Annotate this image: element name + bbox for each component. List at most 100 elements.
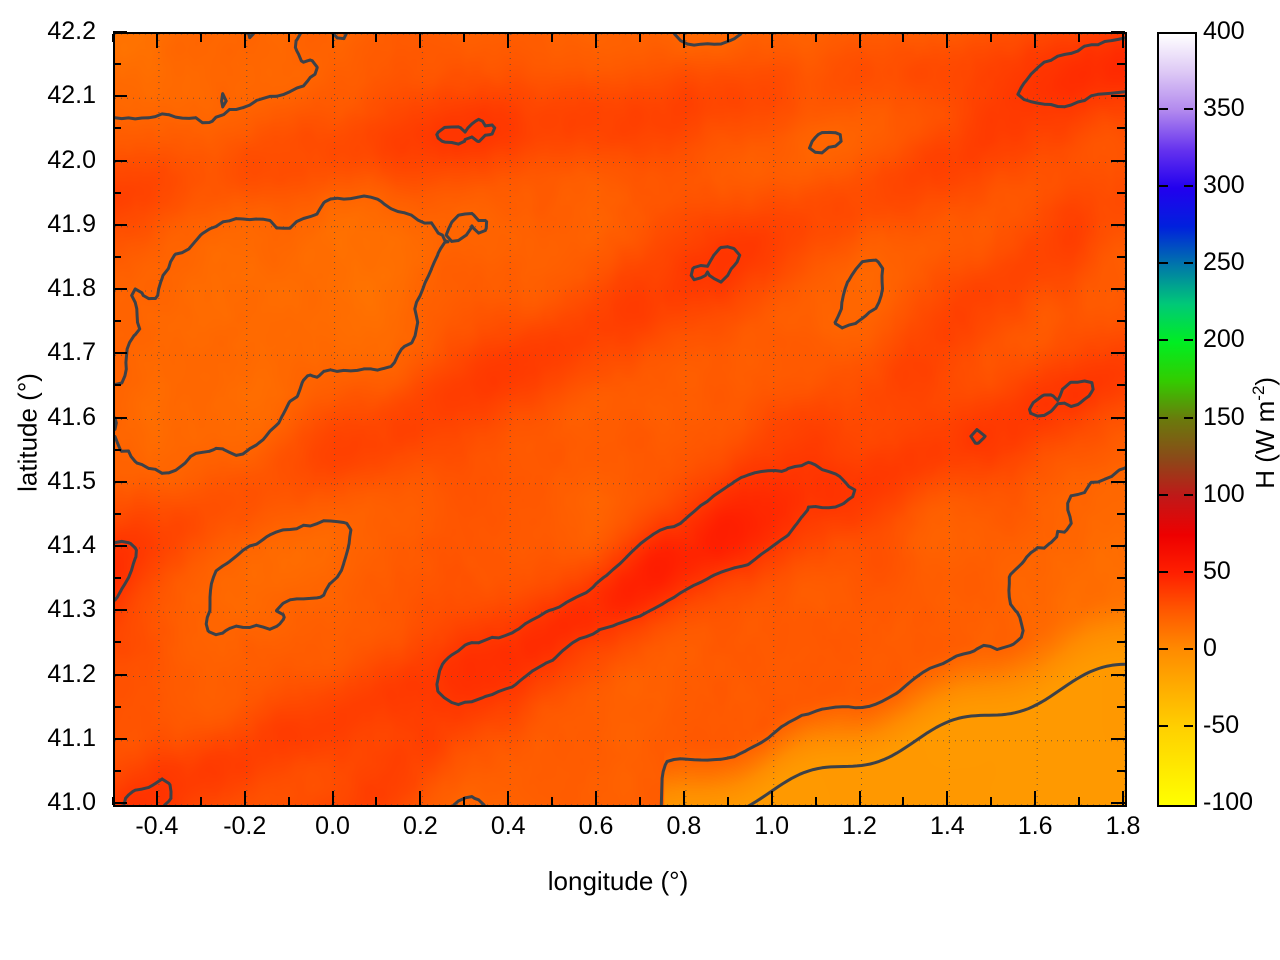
y-axis-tick — [1117, 320, 1125, 323]
colorbar-tick — [1159, 416, 1168, 419]
y-axis-tick — [1117, 191, 1125, 194]
x-axis-tick-label: 1.0 — [754, 812, 790, 840]
x-axis-tick — [595, 791, 598, 805]
colorbar-tick — [1159, 108, 1168, 111]
x-axis-tick — [1078, 797, 1081, 805]
y-axis-tick — [1111, 352, 1125, 355]
x-axis-tick — [638, 34, 641, 42]
x-axis-tick — [1078, 34, 1081, 42]
colorbar-tick-label: -50 — [1203, 710, 1240, 739]
y-axis-tick-label: 41.5 — [47, 466, 96, 495]
colorbar-tick — [1159, 570, 1168, 573]
y-axis-tick — [113, 545, 127, 547]
x-axis-tick — [1122, 34, 1124, 48]
x-axis-tick — [551, 797, 554, 805]
colorbar-tick — [1184, 416, 1193, 419]
colorbar-tick-label: 100 — [1203, 479, 1245, 508]
x-axis-tick — [814, 34, 817, 42]
y-axis-tick-label: 41.2 — [47, 659, 96, 688]
x-axis-tick-label: -0.2 — [223, 812, 267, 840]
x-axis-tick — [638, 797, 641, 805]
y-axis-title: latitude (°) — [12, 373, 43, 492]
y-axis-tick — [113, 802, 127, 804]
plot-area[interactable] — [113, 32, 1127, 807]
colorbar-tick-label: 0 — [1203, 633, 1217, 662]
y-axis-tick — [113, 448, 121, 451]
x-axis-tick-label: 0.6 — [578, 812, 614, 840]
x-axis-tick — [990, 797, 993, 805]
colorbar-title: H (W m-2) — [1249, 303, 1280, 563]
x-axis-tick — [507, 791, 510, 805]
colorbar-tick-label: 200 — [1203, 325, 1245, 354]
y-axis-tick — [113, 320, 121, 323]
colorbar-gradient — [1159, 34, 1195, 805]
x-axis-tick — [375, 797, 378, 805]
x-axis-tick — [112, 797, 114, 805]
x-axis-tick — [419, 34, 422, 48]
x-axis-tick-label: 0.8 — [666, 812, 702, 840]
coastline-contour — [747, 662, 1125, 805]
y-axis-tick — [113, 737, 127, 740]
colorbar-tick — [1159, 339, 1168, 342]
y-axis-tick — [113, 255, 121, 258]
x-axis-tick — [243, 791, 246, 805]
y-axis-tick — [1111, 95, 1125, 98]
colorbar-tick-label: 150 — [1203, 402, 1245, 431]
y-axis-tick — [1111, 223, 1125, 226]
colorbar-tick-label: 250 — [1203, 248, 1245, 277]
x-axis-tick — [155, 34, 158, 48]
y-axis-tick — [1117, 255, 1125, 258]
x-axis-tick — [1122, 791, 1124, 805]
colorbar-tick-label: 400 — [1203, 17, 1245, 45]
y-axis-tick — [113, 480, 127, 483]
colorbar-tick — [1159, 185, 1168, 188]
x-axis-tick — [507, 34, 510, 48]
colorbar[interactable] — [1157, 32, 1197, 807]
y-axis-tick — [113, 577, 121, 580]
x-axis-tick — [946, 34, 949, 48]
y-axis-tick — [1117, 641, 1125, 644]
y-axis-tick-label: 42.1 — [47, 81, 96, 110]
y-axis-tick — [1111, 416, 1125, 419]
x-axis-tick — [419, 791, 422, 805]
y-axis-tick — [1117, 127, 1125, 130]
y-axis-tick — [113, 127, 121, 130]
x-axis-tick-label: 1.6 — [1017, 812, 1053, 840]
y-axis-tick — [1111, 802, 1125, 804]
x-axis-tick — [331, 34, 334, 48]
x-axis-tick-label: 1.4 — [929, 812, 965, 840]
colorbar-tick — [1184, 185, 1193, 188]
x-axis-title: longitude (°) — [547, 866, 689, 896]
colorbar-tick-label: 300 — [1203, 171, 1245, 200]
colorbar-tick — [1159, 647, 1168, 650]
colorbar-tick — [1159, 724, 1168, 727]
x-axis-tick — [463, 797, 466, 805]
grid-overlay — [115, 34, 1125, 805]
y-axis-tick — [113, 384, 121, 387]
x-axis-tick-label: 0.0 — [315, 812, 350, 840]
x-axis-tick — [990, 34, 993, 42]
colorbar-tick — [1184, 647, 1193, 650]
colorbar-tick-label: 50 — [1203, 556, 1231, 585]
y-axis-tick — [113, 416, 127, 419]
contour-lines — [115, 34, 1125, 805]
y-axis-tick — [113, 673, 127, 676]
y-axis-tick-label: 41.7 — [47, 338, 96, 367]
y-axis-tick — [113, 705, 121, 708]
x-axis-tick — [902, 34, 905, 42]
y-axis-tick — [1117, 769, 1125, 772]
y-axis-tick — [113, 641, 121, 644]
y-axis-tick — [1117, 384, 1125, 387]
x-axis-tick — [682, 791, 685, 805]
y-axis-tick — [113, 609, 127, 612]
x-axis-tick — [726, 34, 729, 42]
y-axis-tick — [113, 63, 121, 66]
colorbar-tick-label: -100 — [1203, 788, 1254, 816]
y-axis-tick — [1111, 480, 1125, 483]
contour-overlay — [115, 34, 1125, 805]
x-axis-tick — [375, 34, 378, 42]
y-axis-tick — [113, 769, 121, 772]
x-axis-tick — [770, 34, 773, 48]
x-axis-tick — [199, 34, 202, 42]
